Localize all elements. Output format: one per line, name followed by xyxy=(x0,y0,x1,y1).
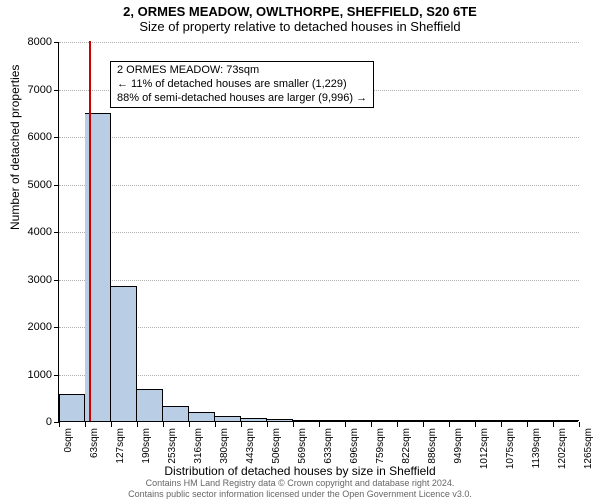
grid-line xyxy=(59,42,579,43)
ytick-label: 2000 xyxy=(12,321,52,333)
annotation-line2: ← 11% of detached houses are smaller (1,… xyxy=(117,78,367,92)
xtick-mark xyxy=(397,422,398,427)
xtick-mark xyxy=(59,422,60,427)
grid-line xyxy=(59,375,579,376)
ytick-label: 5000 xyxy=(12,179,52,191)
xtick-mark xyxy=(449,422,450,427)
xtick-mark xyxy=(189,422,190,427)
grid-line xyxy=(59,232,579,233)
xtick-mark xyxy=(475,422,476,427)
histogram-bar xyxy=(475,420,501,421)
histogram-bar xyxy=(397,420,423,421)
histogram-bar xyxy=(527,420,553,421)
xtick-mark xyxy=(319,422,320,427)
histogram-bar xyxy=(59,394,85,421)
ytick-mark xyxy=(54,280,59,281)
xtick-mark xyxy=(241,422,242,427)
xtick-mark xyxy=(579,422,580,427)
ytick-label: 3000 xyxy=(12,274,52,286)
footer-line1: Contains HM Land Registry data © Crown c… xyxy=(0,478,600,488)
histogram-bar xyxy=(371,420,397,421)
annotation-line3: 88% of semi-detached houses are larger (… xyxy=(117,92,367,106)
xtick-mark xyxy=(137,422,138,427)
grid-line xyxy=(59,137,579,138)
x-axis-label: Distribution of detached houses by size … xyxy=(0,464,600,478)
histogram-bar xyxy=(293,420,319,421)
histogram-bar xyxy=(345,420,371,421)
histogram-bar xyxy=(163,406,189,421)
ytick-label: 6000 xyxy=(12,131,52,143)
histogram-bar xyxy=(215,416,241,421)
ytick-mark xyxy=(54,375,59,376)
ytick-mark xyxy=(54,232,59,233)
histogram-bar xyxy=(423,420,449,421)
xtick-mark xyxy=(423,422,424,427)
histogram-bar xyxy=(189,412,215,421)
ytick-label: 4000 xyxy=(12,226,52,238)
xtick-mark xyxy=(371,422,372,427)
ytick-mark xyxy=(54,137,59,138)
chart-area: 0100020003000400050006000700080000sqm63s… xyxy=(58,42,578,422)
ytick-mark xyxy=(54,327,59,328)
xtick-mark xyxy=(215,422,216,427)
xtick-mark xyxy=(345,422,346,427)
ytick-label: 8000 xyxy=(12,36,52,48)
xtick-mark xyxy=(553,422,554,427)
ytick-label: 7000 xyxy=(12,84,52,96)
histogram-bar xyxy=(241,418,267,421)
chart-title-address: 2, ORMES MEADOW, OWLTHORPE, SHEFFIELD, S… xyxy=(0,4,600,19)
annotation-line1: 2 ORMES MEADOW: 73sqm xyxy=(117,64,367,78)
property-marker-line xyxy=(89,41,91,421)
grid-line xyxy=(59,185,579,186)
annotation-box: 2 ORMES MEADOW: 73sqm ← 11% of detached … xyxy=(110,61,374,108)
xtick-mark xyxy=(267,422,268,427)
ytick-mark xyxy=(54,42,59,43)
xtick-mark xyxy=(527,422,528,427)
footer: Contains HM Land Registry data © Crown c… xyxy=(0,478,600,499)
histogram-bar xyxy=(501,420,527,421)
xtick-mark xyxy=(111,422,112,427)
ytick-label: 1000 xyxy=(12,369,52,381)
ytick-mark xyxy=(54,185,59,186)
grid-line xyxy=(59,280,579,281)
xtick-mark xyxy=(85,422,86,427)
histogram-bar xyxy=(137,389,163,421)
xtick-mark xyxy=(293,422,294,427)
xtick-mark xyxy=(163,422,164,427)
footer-line2: Contains public sector information licen… xyxy=(0,489,600,499)
histogram-bar xyxy=(319,420,345,421)
ytick-mark xyxy=(54,90,59,91)
histogram-bar xyxy=(449,420,475,421)
ytick-label: 0 xyxy=(12,416,52,428)
chart-title-subtitle: Size of property relative to detached ho… xyxy=(0,19,600,34)
histogram-bar xyxy=(111,286,137,421)
grid-line xyxy=(59,327,579,328)
histogram-bar xyxy=(267,419,293,421)
histogram-bar xyxy=(553,420,579,421)
xtick-mark xyxy=(501,422,502,427)
